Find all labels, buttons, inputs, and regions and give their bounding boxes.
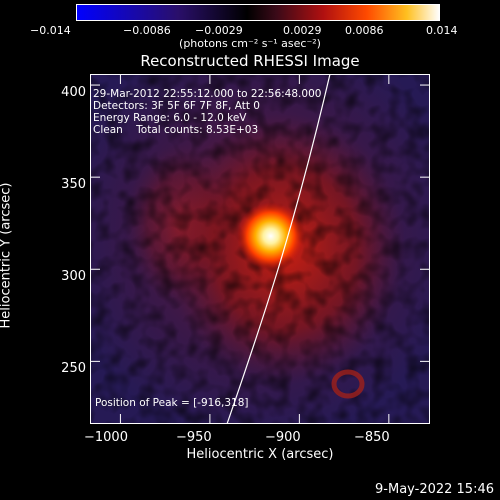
x-tick-label: −850: [354, 430, 390, 445]
colorbar-tick: −0.014: [30, 24, 71, 37]
y-tick-label: 350: [61, 177, 86, 192]
x-tick-label: −1000: [84, 430, 128, 445]
info-total-counts: Clean Total counts: 8.53E+03: [93, 124, 259, 136]
plot-frame: [90, 74, 430, 424]
peak-position-label: Position of Peak = [-916,318]: [95, 397, 249, 409]
y-tick-label: 300: [61, 269, 86, 284]
solar-limb-line: [226, 74, 331, 424]
ring-feature: [331, 369, 365, 399]
colorbar-tick: −0.0029: [195, 24, 243, 37]
x-axis-label: Heliocentric X (arcsec): [186, 447, 334, 462]
image-title: Reconstructed RHESSI Image: [140, 52, 360, 70]
colorbar-tick: 0.014: [426, 24, 458, 37]
x-tick-label: −900: [265, 430, 301, 445]
colorbar: [76, 4, 440, 21]
colorbar-units: (photons cm⁻² s⁻¹ asec⁻²): [179, 37, 321, 50]
y-tick-label: 250: [61, 361, 86, 376]
colorbar-tick: 0.0029: [283, 24, 322, 37]
y-ticks: [90, 84, 430, 362]
plot-timestamp: 9-May-2022 15:46: [375, 482, 494, 497]
info-detectors: Detectors: 3F 5F 6F 7F 8F, Att 0: [93, 100, 260, 112]
colorbar-tick: −0.0086: [123, 24, 171, 37]
rhessi-image: [90, 74, 430, 424]
info-energy-range: Energy Range: 6.0 - 12.0 keV: [93, 112, 247, 124]
peak-source: [236, 202, 305, 271]
info-time-range: 29-Mar-2012 22:55:12.000 to 22:56:48.000: [93, 88, 322, 100]
y-axis-label: Heliocentric Y (arcsec): [0, 182, 14, 329]
x-ticks: [119, 74, 390, 424]
x-tick-label: −950: [176, 430, 212, 445]
y-tick-label: 400: [61, 85, 86, 100]
colorbar-tick: 0.0086: [345, 24, 384, 37]
